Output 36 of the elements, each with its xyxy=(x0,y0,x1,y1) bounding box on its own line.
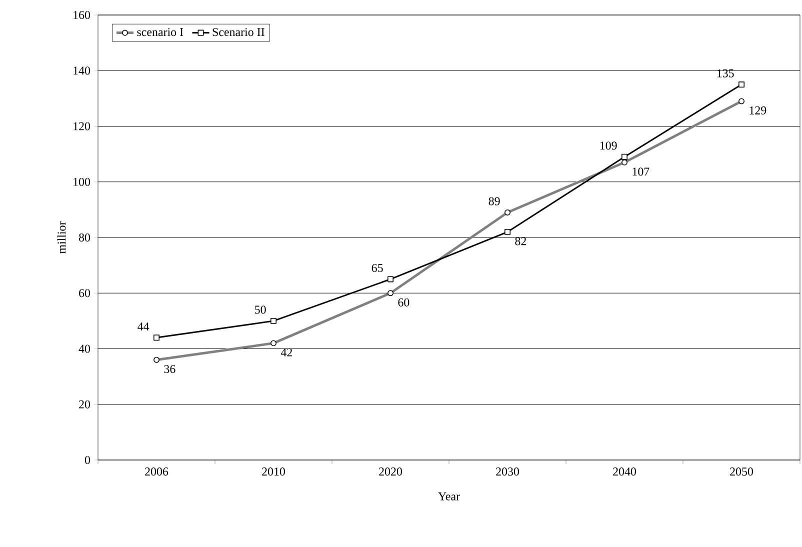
y-tick-label: 140 xyxy=(74,66,90,75)
data-label: 129 xyxy=(750,106,766,114)
y-tick-label: 0 xyxy=(84,456,90,464)
x-tick-label: 2006 xyxy=(145,468,168,476)
data-label: 82 xyxy=(515,237,526,246)
point xyxy=(270,318,276,324)
point xyxy=(504,228,510,235)
y-tick-label: 20 xyxy=(79,400,90,408)
point xyxy=(738,82,744,88)
point xyxy=(154,334,160,341)
data-label: 135 xyxy=(717,69,734,78)
x-tick-label: 2050 xyxy=(730,468,753,476)
x-axis-title: Year xyxy=(438,492,460,500)
data-label: 65 xyxy=(372,264,383,272)
y-tick-label: 120 xyxy=(74,122,90,130)
point xyxy=(388,276,394,282)
x-tick-label: 2010 xyxy=(262,468,285,476)
y-tick-label: 160 xyxy=(74,10,90,20)
y-tick-label: 100 xyxy=(74,178,90,186)
y-tick-label: 40 xyxy=(78,344,90,353)
y-axis-title: millior xyxy=(57,221,66,254)
y-tick-label: 60 xyxy=(79,289,90,298)
data-label: 50 xyxy=(255,306,266,314)
data-label: 89 xyxy=(488,197,500,206)
data-label: 60 xyxy=(398,298,410,306)
legend-label: Scenario II xyxy=(212,28,264,36)
x-tick-label: 2040 xyxy=(613,468,636,476)
y-tick-label: 80 xyxy=(78,233,90,242)
x-tick-label: 2020 xyxy=(379,468,402,476)
data-label: 107 xyxy=(632,168,650,176)
legend-label: scenario I xyxy=(137,28,184,36)
point xyxy=(622,154,628,160)
data-label: 36 xyxy=(164,365,176,374)
data-label: 109 xyxy=(600,142,617,150)
data-label: 44 xyxy=(138,322,150,330)
x-tick-label: 2030 xyxy=(496,468,519,476)
